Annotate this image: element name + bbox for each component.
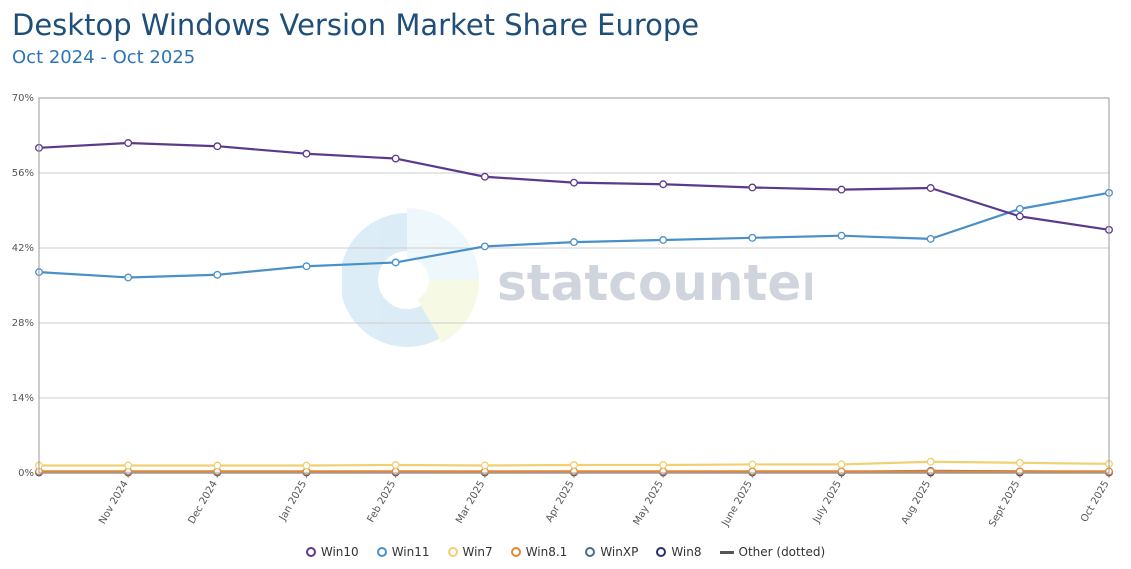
point-win7-dec-2024[interactable] — [213, 461, 222, 470]
point-win7-may-2025[interactable] — [659, 461, 668, 469]
point-win10-jan-2025[interactable] — [302, 149, 311, 158]
x-tick-label-sept-2025: Sept 2025 — [987, 479, 1022, 529]
point-win7-june-2025[interactable] — [748, 460, 757, 469]
series-win11 — [35, 188, 1113, 282]
legend-marker-other — [719, 550, 734, 554]
point-win8-1-july-2025[interactable] — [837, 467, 846, 476]
plot-area-frame — [38, 97, 1110, 474]
x-tick-label-mar-2025: Mar 2025 — [454, 479, 487, 526]
series-win10 — [35, 139, 1113, 234]
point-win11-may-2025[interactable] — [659, 236, 668, 244]
y-tick-label-2: 28% — [12, 318, 34, 329]
point-win11-jan-2025[interactable] — [302, 262, 311, 271]
legend-marker-win81 — [510, 547, 521, 557]
x-tick-label-nov-2024: Nov 2024 — [97, 479, 131, 526]
y-tick-label-4: 56% — [12, 168, 34, 179]
legend-item-win10[interactable]: Win10 — [305, 545, 359, 559]
point-win11-july-2025[interactable] — [837, 231, 846, 240]
point-win7-aug-2025[interactable] — [926, 457, 935, 466]
grid-lines — [39, 97, 1109, 474]
point-win7-nov-2024[interactable] — [124, 461, 133, 470]
legend-label-win81: Win8.1 — [525, 545, 568, 559]
point-win11-nov-2024[interactable] — [124, 273, 133, 282]
legend-item-other[interactable]: Other (dotted) — [719, 545, 826, 559]
legend-item-win11[interactable]: Win11 — [376, 545, 430, 559]
x-axis-tick-labels: Nov 2024 Dec 2024 Jan 2025 Feb 2025 Mar 2025… — [97, 473, 1112, 529]
y-tick-label-5: 70% — [12, 93, 34, 104]
series-win7 — [35, 457, 1113, 470]
point-win7-jan-2025[interactable] — [302, 461, 311, 470]
legend-label-winxp: WinXP — [600, 545, 639, 559]
legend-label-win10: Win10 — [320, 545, 359, 559]
legend-item-win7[interactable]: Win7 — [447, 545, 493, 559]
legend-marker-win11 — [376, 547, 387, 557]
x-tick-label-july-2025: July 2025 — [811, 479, 844, 526]
point-win11-sept-2025[interactable] — [1015, 204, 1024, 213]
legend-item-win81[interactable]: Win8.1 — [510, 545, 568, 559]
point-win10-feb-2025[interactable] — [391, 154, 400, 163]
x-tick-label-june-2025: June 2025 — [720, 479, 755, 529]
chart-subtitle: Oct 2024 - Oct 2025 — [12, 47, 196, 68]
point-win8-1-apr-2025[interactable] — [570, 467, 578, 476]
legend-label-win11: Win11 — [391, 545, 430, 559]
legend-marker-win10 — [305, 547, 316, 557]
series-win8-1 — [35, 467, 1113, 476]
point-win10-mar-2025[interactable] — [480, 172, 489, 181]
legend-item-winxp[interactable]: WinXP — [585, 545, 638, 559]
point-win10-nov-2024[interactable] — [124, 139, 133, 147]
point-win10-may-2025[interactable] — [659, 180, 668, 189]
x-tick-label-oct-2025: Oct 2025 — [1079, 479, 1111, 524]
legend-label-win8: Win8 — [671, 545, 702, 559]
legend-marker-winxp — [585, 547, 596, 557]
x-tick-label-feb-2025: Feb 2025 — [366, 479, 399, 525]
point-win7-mar-2025[interactable] — [480, 461, 489, 470]
y-tick-label-3: 42% — [12, 243, 34, 254]
legend-label-other: Other (dotted) — [738, 545, 826, 559]
point-win11-june-2025[interactable] — [748, 233, 757, 242]
x-tick-label-may-2025: May 2025 — [632, 479, 666, 527]
x-tick-label-jan-2025: Jan 2025 — [277, 479, 309, 524]
point-win8-1-feb-2025[interactable] — [391, 467, 400, 476]
point-win8-1-june-2025[interactable] — [748, 467, 757, 476]
point-win11-apr-2025[interactable] — [570, 238, 578, 247]
point-win10-aug-2025[interactable] — [926, 184, 935, 192]
legend-label-win7: Win7 — [462, 545, 493, 559]
series-lines — [35, 139, 1113, 477]
point-win11-mar-2025[interactable] — [480, 242, 489, 251]
legend-item-win8[interactable]: Win8 — [656, 545, 702, 559]
chart-title: Desktop Windows Version Market Share Eur… — [12, 8, 700, 42]
series-line-win11 — [38, 191, 1110, 279]
x-tick-label-aug-2025: Aug 2025 — [900, 479, 934, 526]
point-win8-1-sept-2025[interactable] — [1015, 467, 1024, 476]
legend-marker-win8 — [656, 547, 667, 557]
point-win10-june-2025[interactable] — [748, 183, 757, 192]
y-tick-label-0: 0% — [18, 468, 34, 479]
legend-marker-win7 — [447, 547, 458, 557]
point-win11-feb-2025[interactable] — [391, 258, 400, 267]
y-tick-label-1: 14% — [12, 393, 34, 404]
point-win11-aug-2025[interactable] — [926, 234, 935, 243]
point-win7-july-2025[interactable] — [837, 460, 846, 469]
point-win10-july-2025[interactable] — [837, 185, 846, 194]
point-win7-apr-2025[interactable] — [570, 461, 578, 469]
x-tick-label-dec-2024: Dec 2024 — [186, 479, 220, 526]
point-win11-dec-2024[interactable] — [213, 270, 222, 279]
x-tick-label-apr-2025: Apr 2025 — [544, 479, 576, 524]
point-win8-1-aug-2025[interactable] — [926, 467, 935, 476]
legend: Win10 Win11 Win7 Win8.1 WinXP Win8 Other… — [0, 545, 1131, 559]
point-win10-apr-2025[interactable] — [570, 178, 578, 187]
point-win7-feb-2025[interactable] — [391, 461, 400, 469]
point-win7-sept-2025[interactable] — [1015, 458, 1024, 467]
point-win10-dec-2024[interactable] — [213, 142, 222, 151]
point-win8-1-may-2025[interactable] — [659, 467, 668, 476]
point-win10-sept-2025[interactable] — [1015, 212, 1024, 221]
y-axis-tick-labels: 0% 14% 28% 42% 56% 70% — [12, 93, 34, 479]
